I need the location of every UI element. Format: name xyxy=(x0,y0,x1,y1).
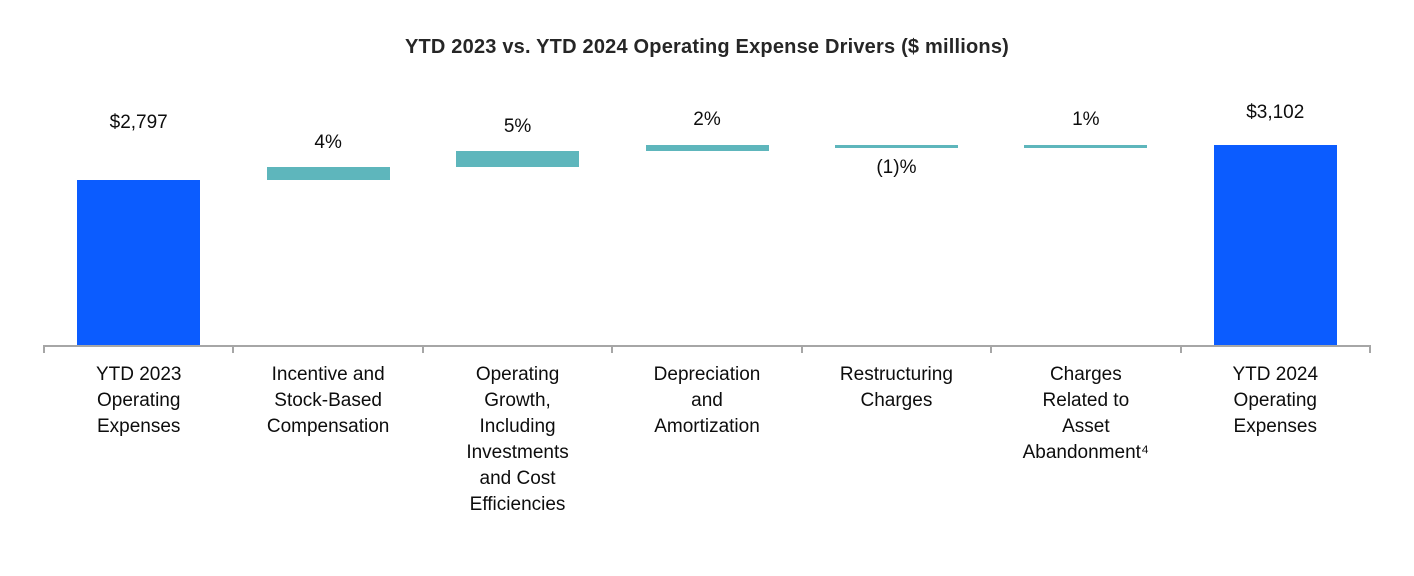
bar-ytd-2023-operating-expenses xyxy=(77,180,201,345)
x-axis-line xyxy=(44,345,1370,347)
axis-tick xyxy=(43,345,45,353)
value-label-asset-abandonment: 1% xyxy=(1072,108,1100,130)
value-label-depreciation-amortization: 2% xyxy=(693,108,721,130)
category-label-ytd-2023: YTD 2023 Operating Expenses xyxy=(95,364,182,437)
category-label-restructuring-charges: Restructuring Charges xyxy=(839,364,953,411)
bar-incentive-stock-based-compensation xyxy=(266,167,390,180)
axis-tick xyxy=(232,345,235,353)
chart-title: YTD 2023 vs. YTD 2024 Operating Expense … xyxy=(404,36,1010,58)
value-label-ytd-2023: $2,797 xyxy=(109,112,168,133)
value-label-incentive-compensation: 4% xyxy=(314,132,342,154)
bar-restructuring-charges xyxy=(834,144,958,149)
category-label-incentive-compensation: Incentive and Stock-Based Compensation xyxy=(266,364,390,437)
category-label-asset-abandonment: Charges Related to Asset Abandonment⁴ xyxy=(1022,364,1150,463)
axis-tick xyxy=(421,345,424,353)
axis-tick xyxy=(611,345,614,353)
axis-tick xyxy=(990,345,993,353)
value-label-operating-growth: 5% xyxy=(503,116,532,138)
bar-operating-growth xyxy=(456,151,580,168)
value-label-ytd-2024: $3,102 xyxy=(1246,102,1305,123)
axis-tick xyxy=(1369,345,1371,353)
category-label-ytd-2024: YTD 2024 Operating Expenses xyxy=(1232,364,1319,437)
category-label-depreciation-amortization: Depreciation and Amortization xyxy=(653,364,761,437)
bar-asset-abandonment-charges xyxy=(1024,144,1148,149)
axis-tick xyxy=(800,345,803,353)
axis-tick xyxy=(1179,345,1182,353)
category-label-operating-growth: Operating Growth, Including Investments … xyxy=(466,364,569,515)
bar-depreciation-amortization xyxy=(645,144,769,152)
bar-ytd-2024-operating-expenses xyxy=(1213,145,1337,345)
value-label-restructuring-charges: (1)% xyxy=(876,157,917,179)
